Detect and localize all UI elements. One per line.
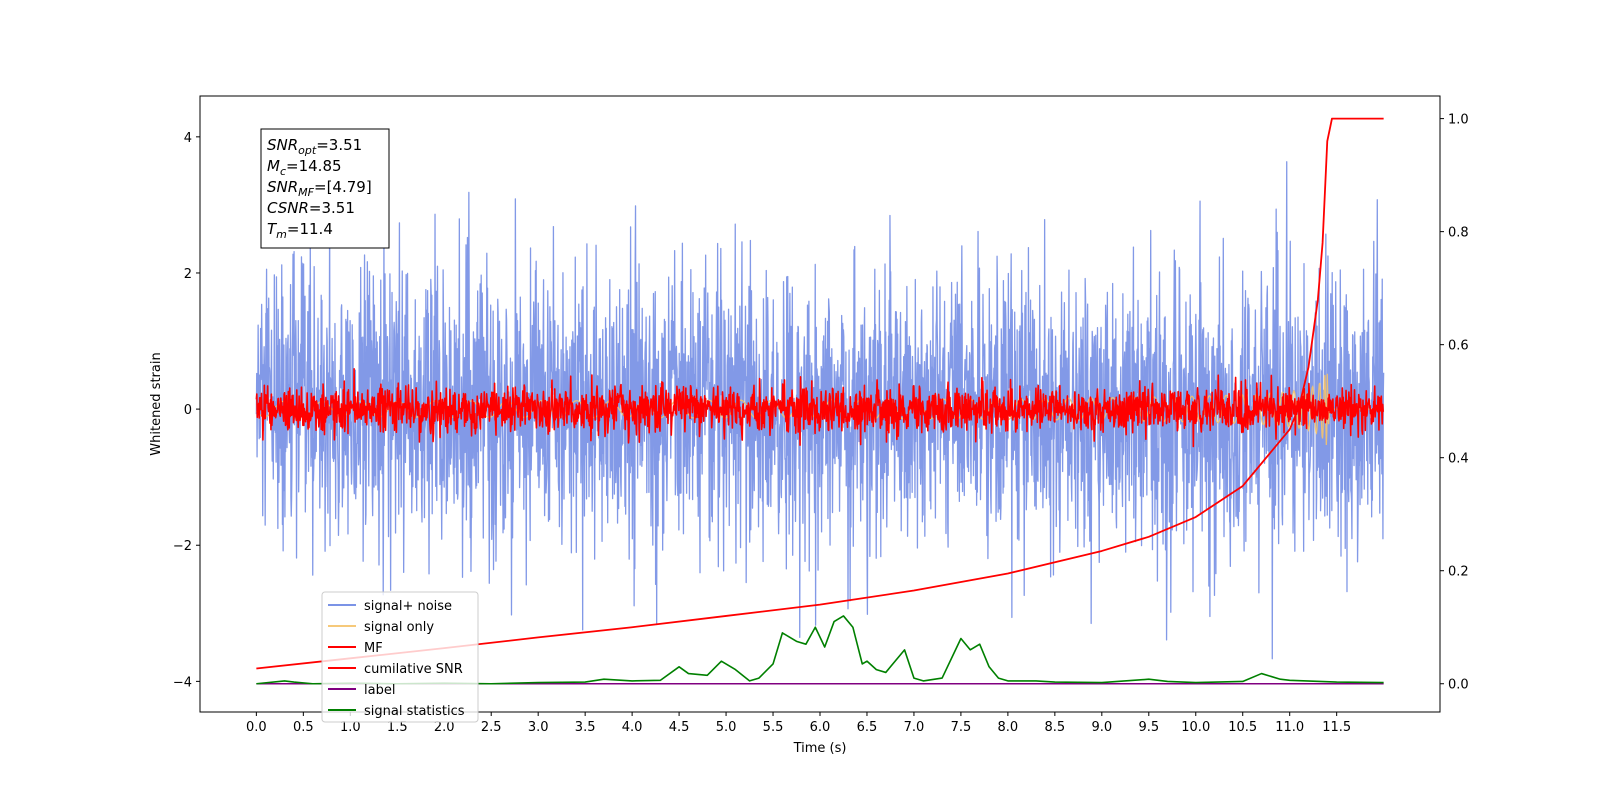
y-tick-label: 2 [184, 267, 192, 282]
series-signal-statistics [256, 615, 1384, 685]
x-tick-label: 9.5 [1138, 720, 1159, 735]
x-tick-label: 6.0 [810, 720, 831, 735]
annotation-line: SNRMF=[4.79] [267, 178, 372, 199]
y2-tick-label: 0.2 [1448, 565, 1469, 580]
x-axis-label: Time (s) [793, 741, 847, 756]
y2-tick-label: 0.6 [1448, 339, 1469, 354]
y2-tick-label: 0.8 [1448, 226, 1469, 241]
x-tick-label: 5.0 [716, 720, 737, 735]
annotation-line: Tm=11.4 [267, 220, 333, 241]
y-tick-label: −2 [173, 539, 192, 554]
x-tick-label: 10.5 [1228, 720, 1257, 735]
plot-area [255, 117, 1385, 685]
x-tick-label: 1.5 [387, 720, 408, 735]
x-tick-label: 8.5 [1045, 720, 1066, 735]
series-cumilative-snr [256, 117, 1384, 670]
x-tick-label: 6.5 [857, 720, 878, 735]
x-tick-label: 11.0 [1275, 720, 1304, 735]
legend-label: MF [364, 641, 383, 656]
annotation-line: SNRopt=3.51 [267, 136, 362, 157]
series-signal-noise [255, 161, 1385, 660]
x-tick-label: 0.5 [293, 720, 314, 735]
annotation-line: Mc=14.85 [267, 157, 342, 178]
x-tick-label: 10.0 [1181, 720, 1210, 735]
legend-label: cumilative SNR [364, 662, 463, 677]
y-axis-label: Whitened strain [149, 352, 164, 455]
annotation-line: CSNR=3.51 [267, 199, 355, 217]
x-tick-label: 5.5 [763, 720, 784, 735]
x-axis: 0.0 0.5 1.0 1.5 2.0 2.5 3.0 3.5 4.0 4.5 5.0 5.5 6.0 6… [246, 712, 1351, 735]
x-tick-label: 4.0 [622, 720, 643, 735]
x-tick-label: 2.5 [481, 720, 502, 735]
y-tick-label: 4 [184, 131, 192, 146]
y2-tick-label: 0.0 [1448, 678, 1469, 693]
x-tick-label: 3.0 [528, 720, 549, 735]
x-tick-label: 3.5 [575, 720, 596, 735]
y-tick-label: 0 [184, 403, 192, 418]
x-tick-label: 11.5 [1322, 720, 1351, 735]
y2-tick-label: 0.4 [1448, 452, 1469, 467]
x-tick-label: 8.0 [998, 720, 1019, 735]
legend-label: signal+ noise [364, 599, 452, 614]
y2-tick-label: 1.0 [1448, 113, 1469, 128]
x-tick-label: 4.5 [669, 720, 690, 735]
x-tick-label: 2.0 [434, 720, 455, 735]
series-mf [255, 367, 1385, 448]
y-axis-left: −4 −2 0 2 4 [173, 131, 200, 690]
legend: signal+ noise signal only MF cumilative SNR… [321, 591, 479, 723]
legend-label: signal only [364, 620, 434, 635]
y-axis-right: 0.0 0.2 0.4 0.6 0.8 1.0 [1440, 113, 1469, 693]
annotation-frame [260, 128, 390, 249]
legend-frame [321, 591, 479, 723]
x-tick-label: 7.5 [951, 720, 972, 735]
legend-label: label [364, 683, 395, 698]
annotation-box: SNRopt=3.51Mc=14.85SNRMF=[4.79]CSNR=3.51… [260, 128, 390, 249]
y-tick-label: −4 [173, 675, 192, 690]
x-tick-label: 1.0 [340, 720, 361, 735]
x-tick-label: 7.0 [904, 720, 925, 735]
x-tick-label: 9.0 [1091, 720, 1112, 735]
legend-label: signal statistics [364, 704, 465, 719]
x-tick-label: 0.0 [246, 720, 267, 735]
